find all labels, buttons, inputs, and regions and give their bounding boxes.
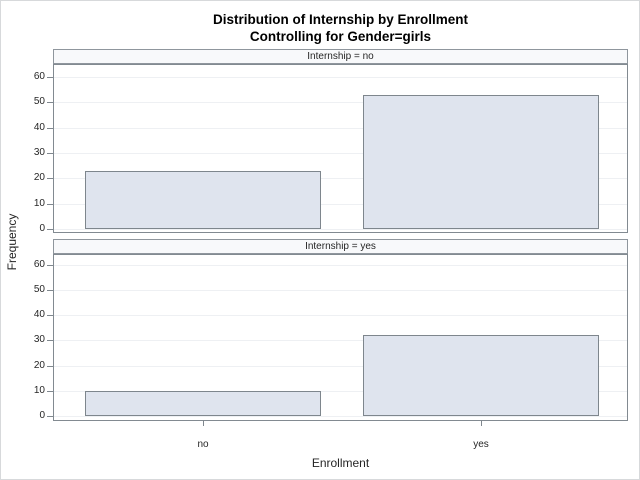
- x-category-label-yes: yes: [473, 439, 489, 450]
- bar-Internshipno-no: [85, 170, 321, 229]
- x-axis-tick: [480, 420, 482, 426]
- bar-Internshipyes-yes: [362, 335, 599, 416]
- grid-line: [54, 264, 627, 266]
- panel-plot-internship-no: [53, 64, 628, 233]
- grid-line: [54, 365, 627, 367]
- y-axis-tick-label: 30: [33, 334, 45, 346]
- y-axis-tick-label: 20: [33, 172, 45, 184]
- y-axis-tick: [47, 290, 53, 292]
- y-axis-tick: [47, 365, 53, 367]
- y-axis-tick: [47, 416, 53, 417]
- grid-line: [54, 178, 627, 180]
- y-axis-tick-label: 20: [33, 359, 45, 371]
- y-axis-tick: [47, 315, 53, 317]
- y-axis-tick-label: 50: [33, 96, 45, 108]
- grid-line: [54, 416, 627, 417]
- grid-line: [54, 340, 627, 342]
- grid-line: [54, 390, 627, 392]
- y-axis-tick-label: 60: [33, 71, 45, 82]
- y-axis-tick: [47, 127, 53, 129]
- y-axis-tick: [47, 390, 53, 392]
- grid-line: [54, 290, 627, 292]
- y-axis-label: Frequency: [5, 213, 19, 271]
- grid-line: [54, 203, 627, 205]
- grid-line: [54, 229, 627, 230]
- y-axis-tick: [47, 178, 53, 180]
- y-axis-tick: [47, 102, 53, 104]
- y-axis-tick-label: 40: [33, 309, 45, 321]
- y-axis-tick-label: 60: [33, 258, 45, 270]
- y-axis-tick-label: 50: [33, 284, 45, 296]
- y-axis-tick: [47, 264, 53, 266]
- grid-line: [54, 315, 627, 317]
- grid-line: [54, 102, 627, 104]
- x-category-label-no: no: [197, 439, 209, 450]
- y-axis-tick-label: 0: [39, 410, 45, 421]
- panel-plot-internship-yes: [53, 254, 628, 421]
- bar-Internshipno-yes: [362, 94, 599, 229]
- chart-title: Distribution of Internship by Enrollment…: [53, 12, 628, 45]
- y-axis-tick: [47, 203, 53, 205]
- y-axis-tick-label: 0: [39, 223, 45, 234]
- y-axis-tick-label: 30: [33, 147, 45, 158]
- panel-header-internship-yes: Internship = yes: [53, 239, 628, 254]
- y-axis-tick: [47, 153, 53, 154]
- y-axis-tick: [47, 77, 53, 78]
- y-axis-tick-label: 10: [33, 197, 45, 209]
- x-axis-label: Enrollment: [311, 456, 370, 470]
- grid-line: [54, 77, 627, 78]
- y-axis-tick: [47, 340, 53, 342]
- x-axis-tick: [203, 420, 204, 426]
- y-axis-tick-label: 40: [33, 121, 45, 133]
- chart-title-line2: Controlling for Gender=girls: [249, 28, 432, 44]
- panel-header-internship-no: Internship = no: [53, 49, 628, 64]
- bar-Internshipyes-no: [85, 390, 321, 416]
- chart-title-line1: Distribution of Internship by Enrollment: [213, 12, 468, 27]
- grid-line: [54, 127, 627, 129]
- grid-line: [54, 153, 627, 154]
- y-axis-tick: [47, 229, 53, 230]
- y-axis-tick-label: 10: [33, 384, 45, 396]
